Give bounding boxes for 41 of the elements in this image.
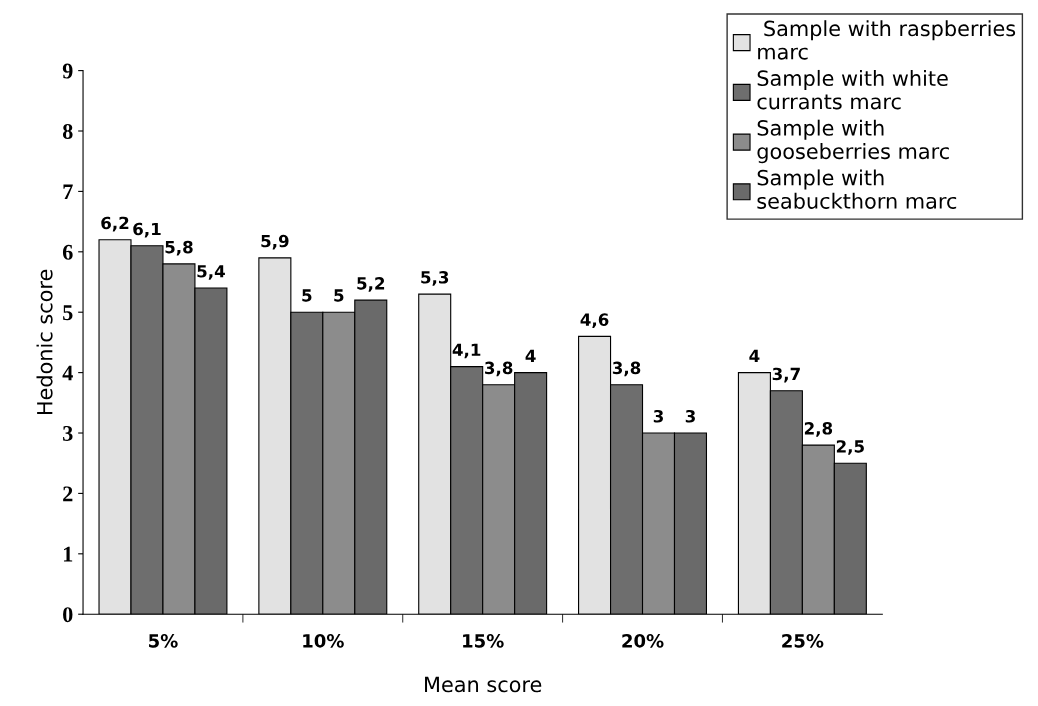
data-label: 5,2 — [357, 277, 385, 292]
data-label: 4,1 — [452, 343, 481, 359]
y-tick-label: 8 — [62, 123, 73, 139]
data-label: 3,7 — [772, 367, 800, 383]
data-label: 3 — [685, 409, 695, 423]
data-label: 5,8 — [165, 240, 193, 256]
legend-label: Sample with white currants marc — [757, 69, 948, 110]
x-tick-label: 20% — [622, 633, 664, 648]
x-tick-label: 15% — [463, 633, 504, 648]
data-label: 5 — [302, 289, 312, 302]
y-tick-label: 5 — [63, 305, 73, 321]
y-tick-label: 3 — [63, 426, 73, 441]
data-label: 4 — [525, 349, 536, 362]
x-tick-label: 25% — [782, 633, 824, 648]
legend-label: Sample with seabuckthorn marc — [757, 169, 957, 209]
y-tick-label: 4 — [62, 365, 73, 381]
legend-label: Sample with raspberries marc — [758, 20, 1016, 60]
data-label: 4 — [749, 349, 760, 362]
y-tick-label: 1 — [63, 546, 73, 562]
data-label: 3,8 — [485, 361, 513, 377]
data-label: 2,8 — [804, 422, 833, 437]
data-label: 6,2 — [101, 216, 129, 232]
data-label: 6,1 — [133, 222, 161, 238]
y-tick-label: 2 — [63, 486, 73, 502]
y-tick-label: 9 — [62, 63, 73, 79]
legend-label: Sample with gooseberries marc — [757, 119, 949, 164]
data-label: 5,3 — [421, 271, 449, 286]
data-label: 4,6 — [580, 313, 609, 329]
y-tick-label: 6 — [62, 244, 73, 260]
y-tick-label: 7 — [63, 184, 73, 200]
x-axis-title: Mean score — [425, 676, 542, 693]
data-label: 3,8 — [612, 361, 641, 377]
y-tick-label: 0 — [63, 607, 73, 623]
x-tick-label: 5% — [149, 633, 178, 648]
data-label: 5,9 — [261, 234, 289, 250]
data-label: 5 — [334, 289, 344, 302]
x-tick-label: 10% — [303, 633, 344, 648]
data-label: 3 — [653, 409, 663, 423]
data-label: 2,5 — [836, 440, 864, 455]
data-label: 5,4 — [197, 265, 225, 280]
y-axis-title: Hedonic score — [36, 269, 53, 415]
